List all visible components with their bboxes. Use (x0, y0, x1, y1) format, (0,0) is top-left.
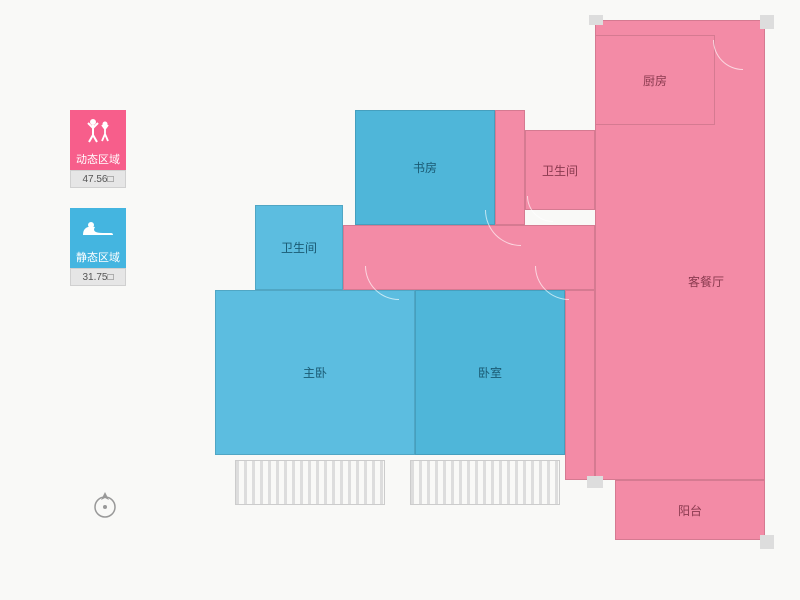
outer-wall (207, 12, 773, 552)
legend-static: 静态区域 31.75□ (70, 208, 126, 286)
floorplan: 客餐厅厨房卫生间阳台书房卫生间主卧卧室 (215, 20, 775, 580)
legend-static-value: 31.75□ (70, 268, 126, 286)
people-icon (70, 110, 126, 150)
compass-icon (90, 490, 120, 520)
legend-static-label: 静态区域 (70, 248, 126, 268)
legend-dynamic: 动态区域 47.56□ (70, 110, 126, 188)
legend-dynamic-value: 47.56□ (70, 170, 126, 188)
sleep-icon (70, 208, 126, 248)
legend: 动态区域 47.56□ 静态区域 31.75□ (70, 110, 130, 306)
legend-dynamic-label: 动态区域 (70, 150, 126, 170)
